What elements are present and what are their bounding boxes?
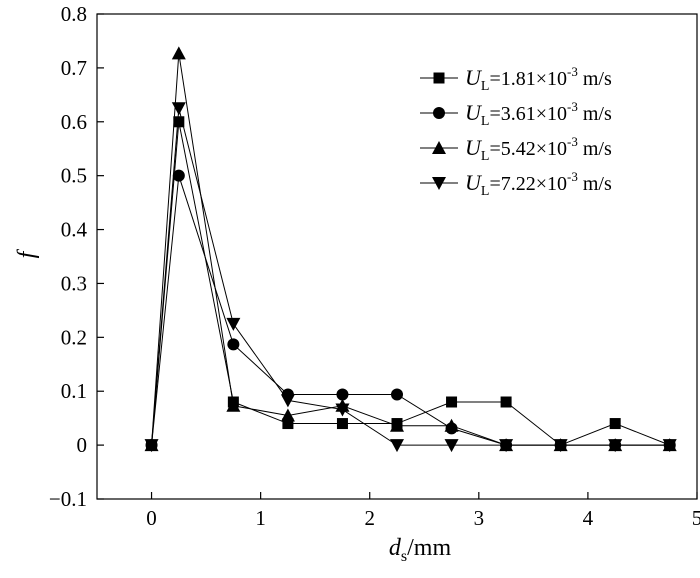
legend-marker <box>432 177 446 190</box>
x-tick-label: 5 <box>692 506 700 530</box>
series-point <box>280 394 295 408</box>
y-tick-label: 0.1 <box>61 379 87 403</box>
y-tick-label: 0.2 <box>61 325 87 349</box>
series-point <box>390 439 404 453</box>
x-axis-title: ds/mm <box>389 535 452 565</box>
legend-label: UL=1.81×10-3 m/s <box>465 64 612 94</box>
y-tick-label: 0.7 <box>61 56 87 80</box>
y-tick-label: 0 <box>77 433 88 457</box>
series-point <box>173 116 185 128</box>
legend-marker <box>433 107 445 119</box>
plot-frame <box>96 13 698 500</box>
y-tick-label: 0.8 <box>61 2 87 26</box>
x-tick-label: 0 <box>146 506 157 530</box>
series-2 <box>145 169 676 452</box>
legend-marker <box>433 72 445 84</box>
series-point <box>390 418 404 432</box>
series-point <box>609 418 621 430</box>
x-tick-label: 2 <box>364 506 375 530</box>
y-axis-title: f <box>14 248 40 258</box>
legend-label: UL=7.22×10-3 m/s <box>465 169 612 199</box>
series-point <box>336 418 348 430</box>
series-point <box>608 439 623 453</box>
series-point <box>662 439 677 453</box>
series-point <box>499 439 514 453</box>
legend-label: UL=5.42×10-3 m/s <box>465 134 612 164</box>
legend-entry-2: UL=3.61×10-3 m/s <box>420 99 612 129</box>
x-tick-label: 3 <box>474 506 485 530</box>
series-point <box>282 418 294 430</box>
y-tick-label: 0.4 <box>61 218 88 242</box>
series-point <box>171 102 186 116</box>
series-point <box>172 169 185 182</box>
legend-entry-3: UL=5.42×10-3 m/s <box>420 134 612 164</box>
series-point <box>227 338 240 351</box>
series-1 <box>146 116 676 451</box>
series-point <box>391 388 403 401</box>
legend-entry-4: UL=7.22×10-3 m/s <box>420 169 612 199</box>
legend-marker <box>432 141 446 154</box>
series-point <box>226 398 241 412</box>
series-point <box>444 439 459 453</box>
y-tick-label: 0.3 <box>61 271 87 295</box>
series-point <box>500 396 512 408</box>
series-point <box>335 403 350 417</box>
y-tick-label: −0.1 <box>49 487 87 511</box>
series-4 <box>144 102 677 453</box>
series-point <box>336 388 349 401</box>
series-point <box>446 396 458 408</box>
series-point <box>171 46 186 60</box>
series-point <box>144 439 159 453</box>
y-tick-label: 0.5 <box>61 164 87 188</box>
y-tick-label: 0.6 <box>61 110 87 134</box>
x-tick-label: 4 <box>583 506 594 530</box>
x-tick-label: 1 <box>255 506 266 530</box>
series-point <box>553 439 568 453</box>
series-point <box>280 408 295 422</box>
series-point <box>444 418 459 432</box>
legend-label: UL=3.61×10-3 m/s <box>465 99 612 129</box>
series-layer <box>144 46 677 453</box>
series-point <box>226 317 241 331</box>
legend: UL=1.81×10-3 m/s UL=3.61×10-3 m/s UL=5.42×… <box>420 64 612 199</box>
axes: 0 1 2 3 4 5 −0.1 0 0.1 0.2 0.3 0.4 0.5 0.6 0.7 0.8 <box>49 2 700 530</box>
legend-entry-1: UL=1.81×10-3 m/s <box>420 64 612 94</box>
